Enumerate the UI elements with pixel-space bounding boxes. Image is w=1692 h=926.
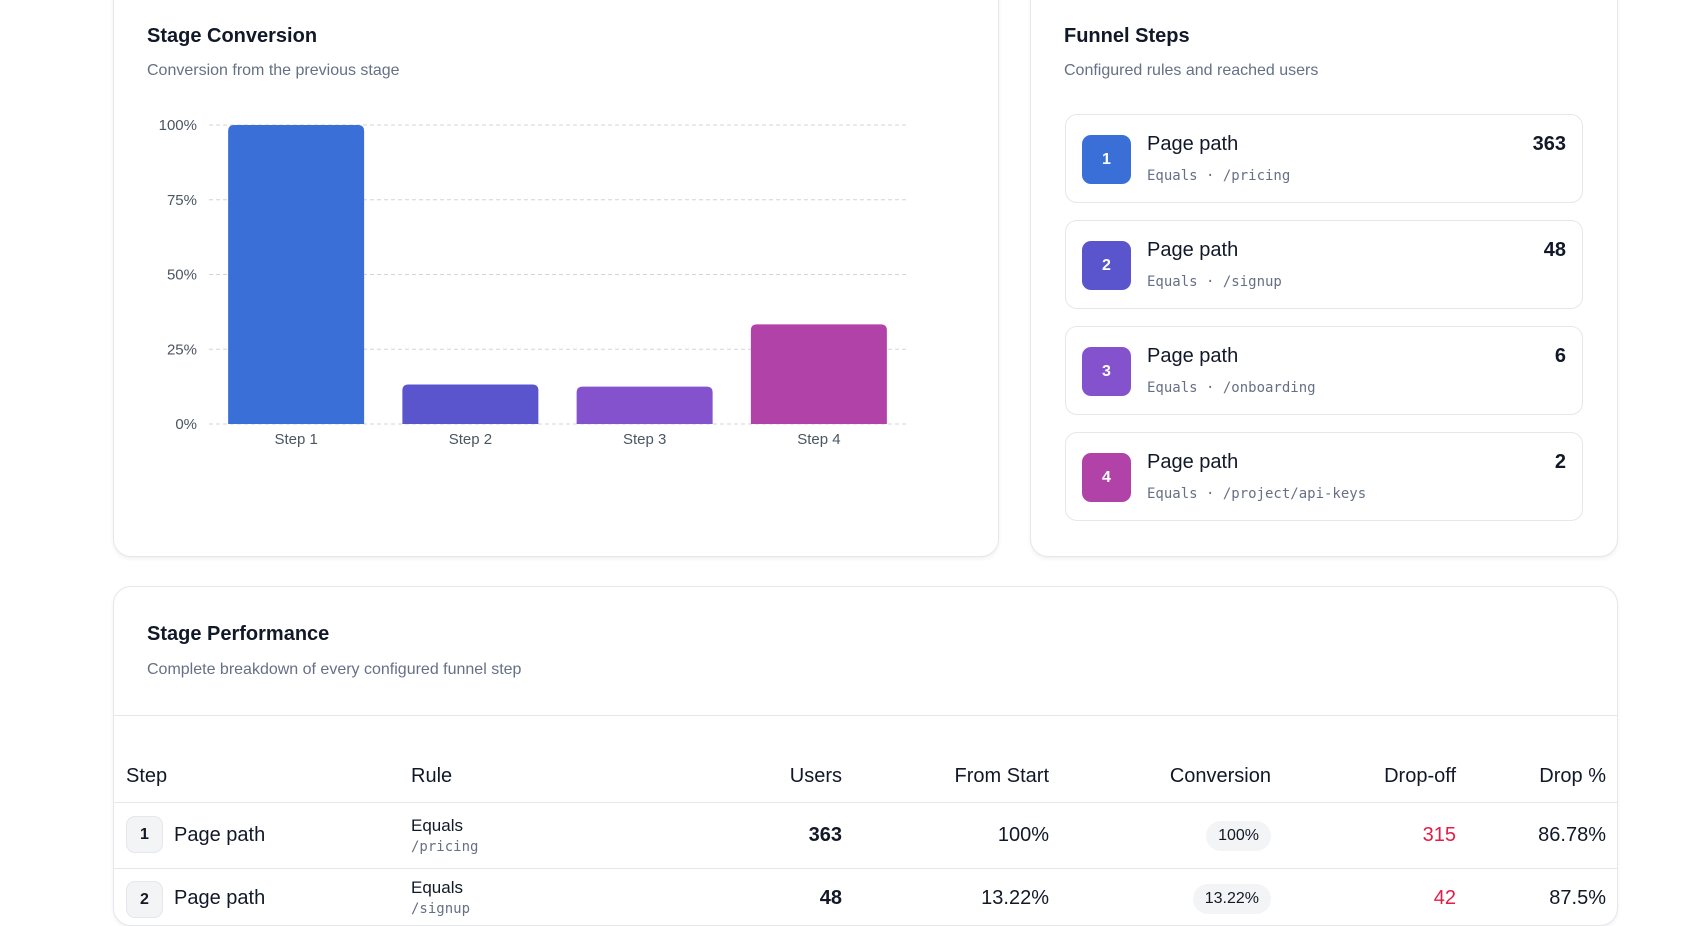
column-header-rule[interactable]: Rule	[411, 765, 453, 787]
row-step-name: Page path	[174, 824, 266, 846]
row-rule-operator: Equals	[411, 816, 463, 835]
stage-conversion-title: Stage Conversion	[147, 25, 318, 47]
column-header-step[interactable]: Step	[126, 765, 168, 787]
step-name: Page path	[1147, 239, 1239, 261]
y-tick-label: 75%	[167, 192, 197, 209]
row-users: 363	[808, 824, 842, 846]
column-header-drop-pct[interactable]: Drop %	[1539, 765, 1606, 787]
row-divider	[114, 868, 1617, 869]
table-header-divider	[114, 802, 1617, 803]
stage-performance-card: Stage Performance Complete breakdown of …	[113, 586, 1618, 926]
funnel-steps-subtitle: Configured rules and reached users	[1064, 62, 1319, 79]
step-users: 48	[1543, 239, 1566, 261]
y-tick-label: 25%	[167, 341, 197, 358]
step-rule: Equals · /onboarding	[1147, 380, 1316, 396]
x-tick-label: Step 2	[449, 431, 492, 448]
step-rule: Equals · /pricing	[1147, 168, 1291, 184]
bar-2[interactable]	[402, 384, 539, 424]
stage-conversion-card: Stage Conversion Conversion from the pre…	[113, 0, 999, 557]
stage-conversion-subtitle: Conversion from the previous stage	[147, 62, 400, 79]
row-from-start: 100%	[997, 824, 1049, 846]
row-dropoff: 315	[1422, 824, 1456, 846]
y-tick-label: 0%	[175, 416, 197, 433]
column-header-dropoff[interactable]: Drop-off	[1384, 765, 1456, 787]
row-step-name: Page path	[174, 887, 266, 909]
step-number-badge: 3	[1082, 347, 1131, 396]
step-rule: Equals · /signup	[1147, 274, 1282, 290]
row-conversion-pill: 100%	[1206, 821, 1271, 851]
row-step-badge: 1	[126, 816, 163, 853]
row-rule-value: /pricing	[411, 839, 479, 855]
column-header-conversion[interactable]: Conversion	[1169, 765, 1271, 787]
row-from-start: 13.22%	[981, 887, 1049, 909]
step-number-badge: 1	[1082, 135, 1131, 184]
stage-performance-subtitle: Complete breakdown of every configured f…	[147, 661, 522, 678]
funnel-steps-card: Funnel Steps Configured rules and reache…	[1030, 0, 1618, 557]
step-users: 2	[1554, 451, 1566, 473]
step-name: Page path	[1147, 451, 1239, 473]
funnel-step-item[interactable]: 1 Page path Equals · /pricing 363	[1065, 114, 1583, 203]
stage-conversion-chart: 100% 75% 50% 25% 0% Step 1 Step 2 Step 3 Step 4	[159, 117, 906, 448]
x-tick-label: Step 3	[623, 431, 666, 448]
bar-1[interactable]	[228, 125, 365, 424]
table-row[interactable]: 1 Page path Equals /pricing 363 100% 100…	[114, 804, 1617, 868]
funnel-step-item[interactable]: 2 Page path Equals · /signup 48	[1065, 220, 1583, 309]
table-row[interactable]: 2 Page path Equals /signup 48 13.22% 13.…	[114, 869, 1617, 925]
step-rule: Equals · /project/api-keys	[1147, 486, 1367, 502]
column-header-users[interactable]: Users	[789, 765, 842, 787]
x-tick-label: Step 4	[797, 431, 840, 448]
x-tick-label: Step 1	[274, 431, 317, 448]
row-drop-pct: 86.78%	[1538, 824, 1606, 846]
step-number-badge: 2	[1082, 241, 1131, 290]
header-divider	[114, 715, 1617, 716]
step-name: Page path	[1147, 345, 1239, 367]
funnel-steps-title: Funnel Steps	[1064, 25, 1190, 47]
step-users: 6	[1554, 345, 1566, 367]
stage-performance-title: Stage Performance	[147, 623, 330, 645]
bar-4[interactable]	[750, 324, 887, 424]
step-users: 363	[1532, 133, 1566, 155]
funnel-step-item[interactable]: 4 Page path Equals · /project/api-keys 2	[1065, 432, 1583, 521]
funnel-step-item[interactable]: 3 Page path Equals · /onboarding 6	[1065, 326, 1583, 415]
row-users: 48	[819, 887, 842, 909]
row-rule-value: /signup	[411, 901, 471, 917]
row-conversion-pill: 13.22%	[1192, 884, 1271, 914]
row-dropoff: 42	[1433, 887, 1456, 909]
step-number-badge: 4	[1082, 453, 1131, 502]
row-rule-operator: Equals	[411, 878, 463, 897]
y-tick-label: 100%	[159, 117, 197, 134]
column-header-from-start[interactable]: From Start	[954, 765, 1049, 787]
step-name: Page path	[1147, 133, 1239, 155]
bar-3[interactable]	[576, 386, 713, 424]
y-tick-label: 50%	[167, 267, 197, 284]
row-drop-pct: 87.5%	[1549, 887, 1606, 909]
